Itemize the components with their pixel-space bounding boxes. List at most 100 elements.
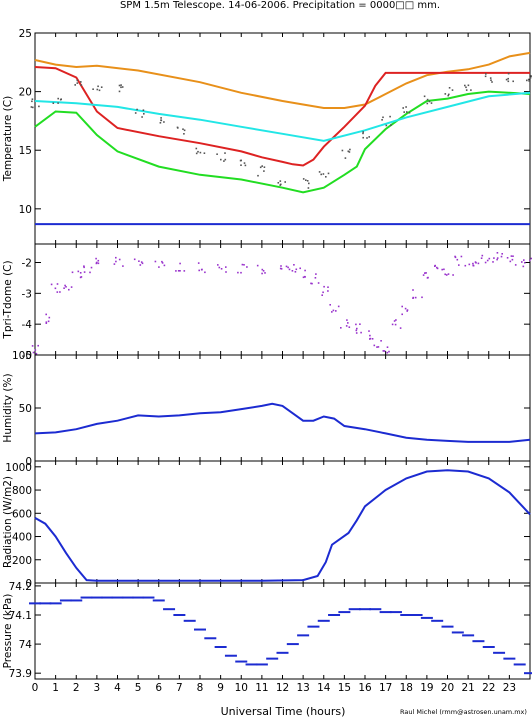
- data-point: [529, 257, 532, 262]
- data-point: [63, 284, 73, 291]
- x-tick-label: 10: [235, 682, 248, 694]
- data-point: [245, 663, 258, 666]
- data-point: [302, 178, 310, 189]
- data-point: [355, 323, 361, 334]
- data-point: [379, 611, 392, 614]
- data-point: [217, 264, 227, 273]
- data-point: [402, 106, 411, 114]
- x-tick-label: 9: [217, 682, 224, 694]
- data-point: [321, 285, 329, 296]
- data-point: [31, 344, 39, 355]
- panel-tpri: -5 -4 -3 -2 Tpri-Tdome (C): [2, 243, 532, 362]
- y-tick-label: -4: [22, 319, 33, 331]
- y-tick-label: 1000: [5, 462, 32, 474]
- data-point: [496, 252, 503, 261]
- panel-frame: [34, 32, 531, 245]
- data-point: [92, 85, 103, 92]
- data-point: [71, 270, 83, 279]
- data-point: [59, 599, 72, 602]
- x-tick-label: 3: [94, 682, 101, 694]
- data-point: [257, 165, 266, 177]
- x-tick-label: 22: [482, 682, 495, 694]
- data-point: [431, 619, 444, 622]
- data-point: [329, 304, 340, 313]
- data-point: [70, 599, 83, 602]
- series-line: [34, 51, 531, 109]
- data-point: [52, 97, 62, 104]
- data-point: [299, 267, 306, 279]
- data-point: [224, 654, 237, 657]
- data-point: [216, 152, 227, 162]
- y-tick-label: 800: [12, 485, 32, 497]
- data-point: [462, 634, 475, 637]
- x-tick-label: 15: [338, 682, 351, 694]
- data-point: [444, 87, 454, 97]
- data-point: [204, 637, 217, 640]
- x-tick-label: 7: [176, 682, 183, 694]
- data-point: [401, 305, 409, 316]
- data-point: [266, 657, 279, 660]
- x-tick-label: 11: [255, 682, 268, 694]
- data-point: [389, 611, 402, 614]
- y-tick-label: 15: [19, 145, 32, 157]
- y-tick-label: 200: [12, 555, 32, 567]
- data-point: [310, 273, 320, 285]
- data-point: [359, 608, 371, 611]
- x-tick-label: 18: [400, 682, 413, 694]
- x-tick-label: 13: [296, 682, 309, 694]
- data-point: [360, 330, 372, 340]
- y-tick-label: 74.2: [9, 581, 32, 593]
- data-point: [503, 657, 516, 660]
- x-tick-label: 19: [420, 682, 433, 694]
- y-tick-label: -2: [22, 258, 32, 270]
- data-point: [111, 596, 124, 599]
- data-point: [214, 646, 227, 648]
- y-tick-label: 74: [19, 639, 33, 651]
- data-point: [95, 257, 100, 265]
- data-point: [454, 255, 463, 266]
- panel-humidity: 0 50 100 Humidity (%): [2, 350, 531, 468]
- data-point: [513, 663, 526, 666]
- data-point: [163, 608, 176, 611]
- data-point: [482, 646, 495, 648]
- data-point: [464, 262, 475, 267]
- series-line: [34, 402, 531, 443]
- y-tick-label: 0: [25, 578, 32, 590]
- x-tick-label: 4: [114, 682, 121, 694]
- y-axis-label: Temperature (C): [2, 96, 14, 182]
- data-point: [154, 260, 166, 268]
- data-point: [506, 255, 514, 263]
- data-point: [256, 264, 266, 275]
- x-tick-label: 12: [276, 682, 289, 694]
- data-point: [451, 631, 464, 634]
- data-point: [113, 256, 124, 267]
- data-point: [118, 84, 124, 93]
- data-point: [194, 628, 206, 631]
- data-point: [524, 672, 532, 675]
- data-point: [484, 73, 493, 83]
- y-tick-label: 100: [12, 350, 32, 362]
- data-point: [526, 75, 532, 82]
- y-tick-label: 400: [12, 532, 32, 544]
- data-point: [371, 338, 382, 348]
- data-point: [132, 596, 145, 599]
- panel-frame: [34, 243, 531, 356]
- x-tick-label: 0: [32, 682, 39, 694]
- data-point: [338, 611, 351, 614]
- y-tick-label: 20: [19, 87, 32, 99]
- data-point: [30, 98, 40, 109]
- data-point: [297, 634, 310, 637]
- data-point: [133, 258, 144, 266]
- data-point: [348, 608, 361, 611]
- data-point: [381, 115, 392, 127]
- data-point: [288, 264, 298, 273]
- y-axis-label: Pressure (kPa): [2, 594, 14, 669]
- data-point: [484, 257, 495, 264]
- data-point: [410, 614, 423, 616]
- data-point: [400, 614, 413, 616]
- x-tick-label: 23: [503, 682, 516, 694]
- data-point: [83, 265, 93, 274]
- panel-radiation: 0 200 400 600 800 1000 Radiation (W/m2): [2, 460, 531, 590]
- data-point: [175, 262, 186, 272]
